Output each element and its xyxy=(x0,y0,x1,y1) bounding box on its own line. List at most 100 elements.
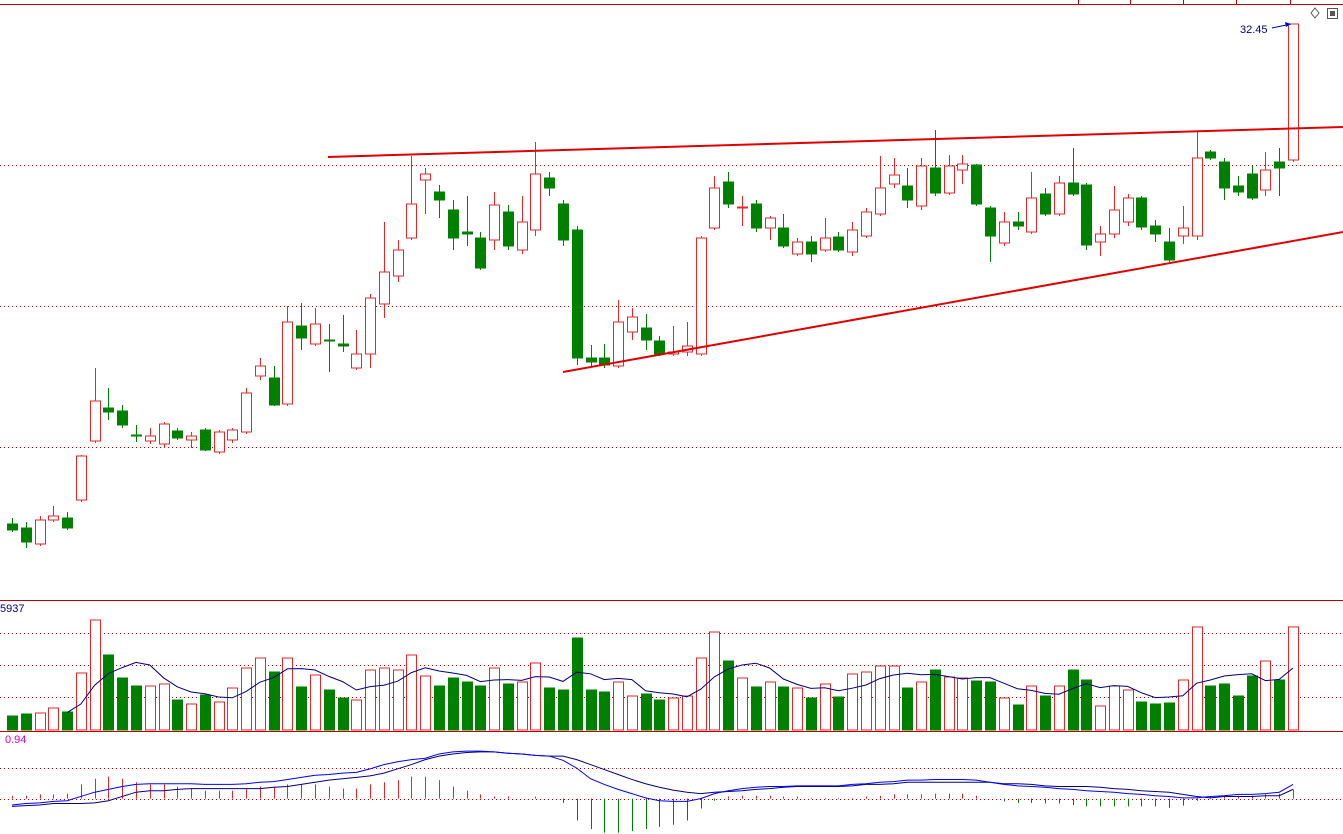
volume-bar xyxy=(1178,679,1189,731)
candle-body xyxy=(654,340,665,355)
trend-line xyxy=(562,231,1343,373)
volume-bar xyxy=(7,715,18,731)
candle-body xyxy=(944,165,955,194)
candle-body xyxy=(420,173,431,181)
candle-body xyxy=(48,515,59,521)
volume-bar xyxy=(751,686,762,731)
candle-body xyxy=(1192,157,1203,237)
candle-body xyxy=(489,204,500,241)
candle-body xyxy=(544,177,555,189)
candle-body xyxy=(1150,225,1161,235)
volume-bar xyxy=(172,699,183,731)
volume-bar xyxy=(131,685,142,731)
volume-bar xyxy=(310,674,321,731)
candle-body xyxy=(434,191,445,201)
candle-body xyxy=(159,423,170,445)
volume-bar xyxy=(682,695,693,731)
volume-bar xyxy=(48,707,59,731)
volume-bar xyxy=(145,685,156,731)
volume-bar xyxy=(379,667,390,731)
volume-bar xyxy=(1040,695,1051,731)
panel-button[interactable] xyxy=(1327,8,1338,19)
volume-bar xyxy=(365,669,376,731)
volume-bar xyxy=(599,691,610,731)
candle-body xyxy=(1026,197,1037,233)
volume-bar xyxy=(475,685,486,731)
volume-bar xyxy=(1054,685,1065,731)
candle-body xyxy=(971,164,982,205)
volume-bar xyxy=(76,672,87,731)
candle-body xyxy=(999,221,1010,244)
candle-body xyxy=(641,327,652,341)
candle-body xyxy=(186,435,197,441)
volume-bar xyxy=(641,693,652,731)
candle-body xyxy=(1136,197,1147,228)
volume-bar xyxy=(1109,685,1120,731)
candle-body xyxy=(324,339,335,342)
candle-body xyxy=(269,377,280,406)
volume-bar xyxy=(1247,675,1258,731)
volume-bar xyxy=(847,673,858,731)
volume-bar xyxy=(558,689,569,731)
candle-body xyxy=(475,237,486,269)
volume-bar xyxy=(1013,704,1024,731)
candle-body xyxy=(985,207,996,237)
candle-body xyxy=(241,392,252,433)
volume-bar xyxy=(530,662,541,731)
candle-body xyxy=(530,173,541,231)
volume-bar xyxy=(324,689,335,731)
volume-bar xyxy=(282,657,293,731)
candle-body xyxy=(131,434,142,437)
volume-bar xyxy=(1219,683,1230,731)
volume-bar xyxy=(709,631,720,731)
candle-body xyxy=(227,429,238,441)
candle-body xyxy=(310,323,321,345)
volume-bar xyxy=(696,657,707,731)
diamond-button[interactable] xyxy=(1310,7,1320,19)
volume-bar xyxy=(227,687,238,731)
volume-bar xyxy=(1068,669,1079,731)
volume-bar xyxy=(1205,685,1216,731)
volume-bar xyxy=(159,683,170,731)
price-arrow-head xyxy=(1285,22,1291,27)
candle-body xyxy=(1274,161,1285,169)
volume-bar xyxy=(572,637,583,731)
volume-bar xyxy=(916,681,927,731)
volume-ma xyxy=(66,661,1294,714)
volume-bar xyxy=(200,694,211,731)
candle-body xyxy=(613,321,624,367)
volume-bar xyxy=(944,676,955,731)
volume-bar xyxy=(1192,626,1203,731)
candle-body xyxy=(1095,233,1106,243)
candle-body xyxy=(35,519,46,545)
candle-body xyxy=(351,353,362,369)
macd-readout: 0.94 xyxy=(5,734,26,746)
volume-bar xyxy=(1123,689,1134,731)
volume-bar xyxy=(668,697,679,731)
candle-body xyxy=(861,211,872,237)
candle-body xyxy=(214,431,225,453)
volume-bar xyxy=(35,712,46,731)
volume-bar xyxy=(255,657,266,731)
volume-bar xyxy=(296,686,307,731)
volume-bar xyxy=(737,677,748,731)
volume-bar xyxy=(62,711,73,731)
volume-bar xyxy=(503,683,514,731)
candle-body xyxy=(1109,209,1120,235)
volume-bar xyxy=(586,689,597,731)
candle-body xyxy=(806,241,817,255)
volume-bar xyxy=(1260,660,1271,731)
candle-body xyxy=(875,187,886,215)
volume-bar xyxy=(806,697,817,731)
volume-bar xyxy=(1136,701,1147,731)
candle-body xyxy=(765,217,776,229)
volume-bar xyxy=(544,687,555,731)
candle-body xyxy=(1233,185,1244,193)
volume-bar xyxy=(985,681,996,731)
volume-bar xyxy=(1164,702,1175,731)
volume-bar xyxy=(930,669,941,731)
volume-bar xyxy=(1081,679,1092,731)
volume-bar xyxy=(1095,705,1106,731)
volume-bar xyxy=(241,667,252,731)
